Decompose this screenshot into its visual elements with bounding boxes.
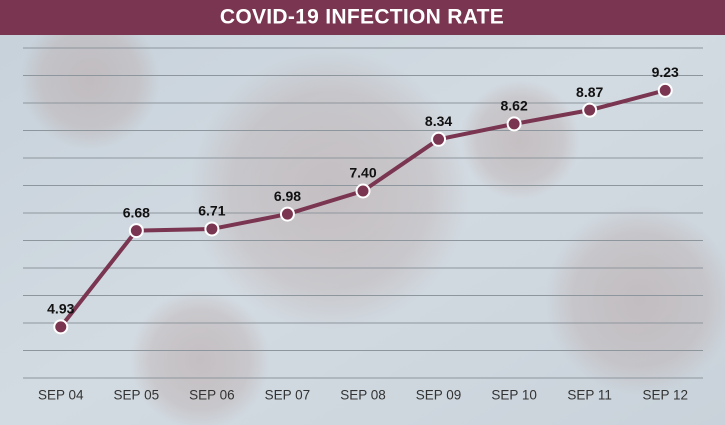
title-bar [0, 0, 725, 35]
data-label: 4.93 [47, 301, 74, 317]
data-label: 9.23 [652, 64, 679, 80]
data-label: 8.34 [425, 113, 452, 129]
x-tick-label: SEP 12 [642, 388, 688, 403]
data-point [506, 116, 522, 132]
data-label: 8.62 [500, 98, 527, 114]
x-tick-label: SEP 08 [340, 388, 386, 403]
data-point [355, 183, 371, 199]
data-point [128, 223, 144, 239]
x-tick-label: SEP 11 [567, 388, 612, 403]
data-label: 6.71 [198, 203, 225, 219]
data-label: 8.87 [576, 84, 603, 100]
data-point [431, 131, 447, 147]
x-tick-label: SEP 05 [114, 388, 160, 403]
data-point [657, 82, 673, 98]
data-point [582, 102, 598, 118]
data-point [204, 221, 220, 237]
chart-title: COVID-19 INFECTION RATE [220, 6, 504, 29]
x-tick-label: SEP 06 [189, 388, 235, 403]
data-point [53, 319, 69, 335]
data-label: 7.40 [349, 165, 376, 181]
x-tick-label: SEP 09 [416, 388, 462, 403]
x-tick-label: SEP 04 [38, 388, 84, 403]
data-point [279, 206, 295, 222]
x-tick-label: SEP 10 [491, 388, 537, 403]
data-label: 6.98 [274, 188, 301, 204]
data-label: 6.68 [123, 204, 150, 220]
x-tick-label: SEP 07 [265, 388, 311, 403]
background-decoration [20, 10, 725, 425]
